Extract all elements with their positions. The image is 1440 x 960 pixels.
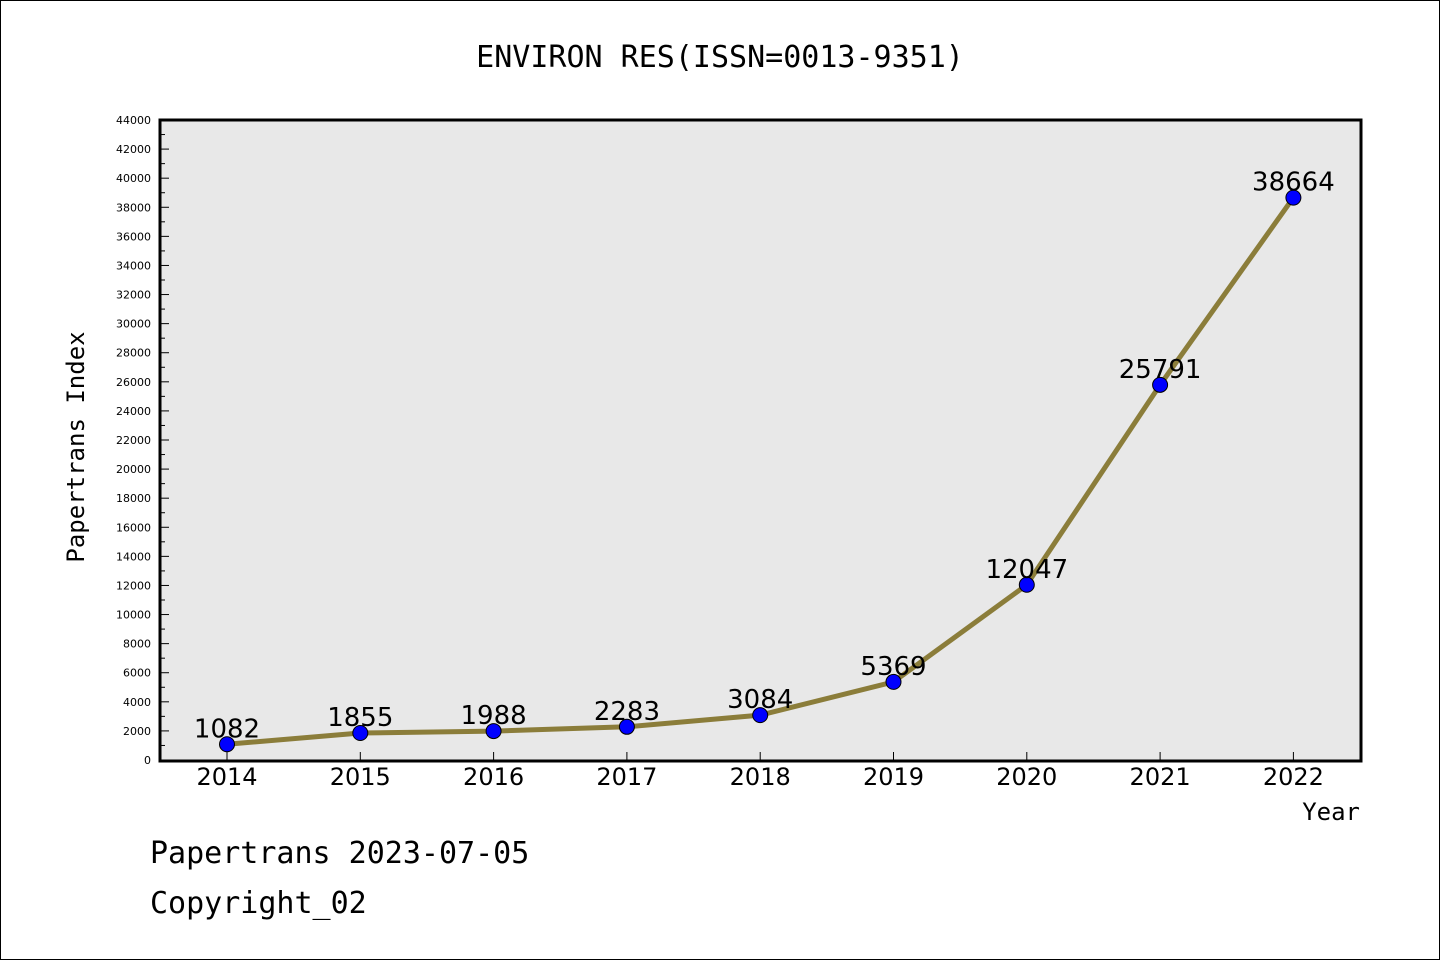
plot-border [158,118,1363,763]
y-tick-label: 12000 [116,579,151,592]
y-tick-label: 8000 [123,638,151,651]
y-tick-label: 18000 [116,492,151,505]
data-point-2015 [352,725,369,742]
y-tick-label: 28000 [116,347,151,360]
data-point-2017 [618,718,635,735]
plot-area [160,120,1361,761]
y-tick-label: 22000 [116,434,151,447]
y-tick-label: 4000 [123,696,151,709]
x-tick-label: 2014 [196,763,257,791]
data-label-2021: 25791 [1119,355,1202,385]
y-tick-label: 24000 [116,405,151,418]
data-label-2014: 1082 [194,714,260,744]
x-axis-label: Year [1302,798,1360,826]
y-tick-label: 40000 [116,172,151,185]
y-axis-label: Papertrans Index [62,331,90,562]
data-label-2022: 38664 [1252,168,1335,198]
data-point-2019 [885,673,902,690]
y-tick-label: 32000 [116,289,151,302]
y-tick-label: 10000 [116,609,151,622]
y-tick-label: 14000 [116,550,151,563]
y-tick-label: 34000 [116,259,151,272]
y-tick-label: 42000 [116,143,151,156]
footer-date: Papertrans 2023-07-05 [150,836,530,871]
data-point-2021 [1152,376,1169,393]
footer-copyright: Copyright_02 [150,886,367,921]
data-label-2019: 5369 [860,652,926,682]
x-tick-label: 2017 [596,763,657,791]
x-tick-label: 2020 [996,763,1057,791]
data-label-2017: 2283 [594,697,660,727]
data-label-2016: 1988 [461,701,527,731]
chart-title: ENVIRON RES(ISSN=0013-9351) [476,40,964,75]
data-point-2016 [485,723,502,740]
y-tick-label: 6000 [123,667,151,680]
x-tick-label: 2015 [330,763,391,791]
y-tick-label: 30000 [116,318,151,331]
y-tick-label: 16000 [116,521,151,534]
x-tick-label: 2016 [463,763,524,791]
x-axis: 2014 2015 2016 2017 2018 2019 2020 2021 2022 [196,752,1324,791]
data-point-2020 [1018,576,1035,593]
x-tick-label: 2021 [1130,763,1191,791]
data-point-2018 [752,707,769,724]
y-tick-label: 38000 [116,201,151,214]
x-tick-label: 2018 [730,763,791,791]
y-tick-label: 44000 [116,114,151,127]
data-label-2018: 3084 [727,685,793,715]
y-tick-label: 36000 [116,230,151,243]
x-tick-label: 2022 [1263,763,1324,791]
data-label-2020: 12047 [985,555,1068,585]
y-tick-label: 20000 [116,463,151,476]
data-point-2014 [219,736,235,753]
y-axis: 0 2000 4000 6000 8000 10000 12000 14000 16000 180… [116,114,169,767]
data-label-2015: 1855 [327,703,393,733]
data-point-2022 [1285,189,1302,206]
y-tick-label: 0 [144,754,151,767]
x-tick-label: 2019 [863,763,924,791]
y-tick-label: 26000 [116,376,151,389]
y-tick-label: 2000 [123,725,151,738]
series-layer: 1082 1855 1988 2283 3084 5369 12047 25791 38664 [194,168,1335,753]
